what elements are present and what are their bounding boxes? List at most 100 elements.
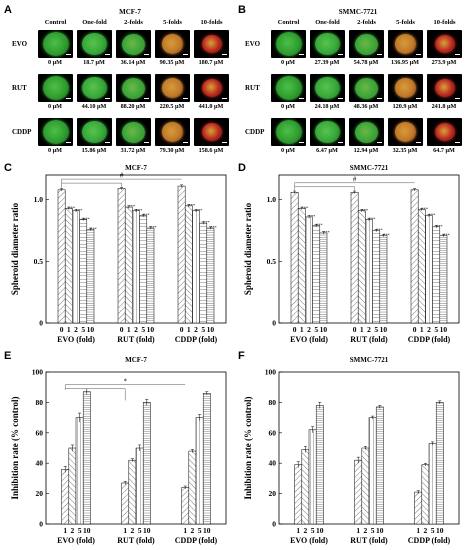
x-tick-label: 1 (420, 325, 424, 334)
scale-bar (66, 98, 71, 99)
concentration-label: 136.95 μM (391, 59, 419, 66)
y-tick-label: 1.0 (34, 195, 44, 204)
bar (414, 491, 423, 525)
group-label: CDDP (fold) (175, 536, 218, 545)
spheroid-blob (355, 77, 378, 99)
x-tick-label: 5 (314, 325, 318, 334)
bar (312, 225, 321, 324)
bar (75, 417, 84, 525)
concentration-label: 180.7 μM (198, 59, 224, 66)
panel-letter-a: A (4, 4, 12, 16)
significance-stars: *** (76, 208, 84, 213)
x-tick-label: 1 (416, 526, 420, 535)
panel-letter-e: E (4, 350, 12, 362)
spheroid-image (77, 74, 112, 102)
scale-bar (455, 98, 460, 99)
group-label: EVO (fold) (57, 536, 95, 545)
spheroid-image (427, 118, 462, 146)
bar (142, 402, 151, 525)
group-label: CDDP (fold) (408, 536, 451, 545)
y-tick-label: 100 (265, 368, 277, 377)
x-tick-label: 10 (320, 325, 328, 334)
x-tick-label: 2 (191, 526, 195, 535)
scale-bar (377, 98, 382, 99)
spheroid-blob (275, 76, 302, 100)
scale-bar (105, 54, 110, 55)
y-tick-label: 0 (272, 319, 276, 328)
column-header: 2-folds (124, 19, 143, 26)
spheroid-image (349, 118, 384, 146)
bar (146, 227, 155, 324)
bar (365, 219, 373, 324)
y-axis-label: Spheroid diameter ratio (243, 202, 253, 295)
x-tick-label: 10 (143, 526, 151, 535)
column-header: Control (44, 19, 67, 26)
concentration-label: 0 μM (281, 147, 295, 154)
column-header: 5-folds (163, 19, 182, 26)
spheroid-blob (42, 76, 69, 100)
row-label: EVO (245, 40, 261, 48)
x-tick-label: 1 (360, 325, 364, 334)
spheroid-blob (82, 120, 107, 144)
column-header: 5-folds (396, 19, 415, 26)
concentration-label: 0 μM (48, 59, 62, 66)
chart-title: MCF-7 (125, 164, 147, 172)
bar (135, 447, 144, 525)
scale-bar (338, 98, 343, 99)
spheroid-blob (161, 78, 184, 98)
bar (435, 402, 444, 525)
significance-stars: *** (210, 225, 218, 230)
concentration-label: 15.86 μM (81, 147, 107, 154)
spheroid-blob (275, 32, 302, 56)
y-tick-label: 0 (39, 319, 43, 328)
x-tick-label: 10 (380, 325, 388, 334)
scale-bar (105, 142, 110, 143)
spheroid-blob (82, 32, 107, 56)
concentration-label: 48.36 μM (353, 103, 379, 110)
row-label: RUT (12, 84, 27, 92)
spheroid-image (77, 30, 112, 58)
y-tick-label: 60 (269, 428, 277, 437)
bar (57, 189, 66, 324)
spheroid-blob (42, 120, 69, 144)
bar (181, 487, 190, 525)
bar (428, 443, 437, 525)
spheroid-blob (161, 122, 184, 142)
scale-bar (222, 54, 227, 55)
group-label: RUT (fold) (350, 335, 388, 344)
significance-stars: *** (376, 228, 384, 233)
column-header: Control (277, 19, 300, 26)
concentration-label: 18.7 μM (83, 59, 105, 66)
scale-bar (66, 54, 71, 55)
scale-bar (377, 54, 382, 55)
bar (350, 192, 359, 324)
scale-bar (299, 142, 304, 143)
bar (128, 459, 137, 525)
significance-stars: *** (316, 223, 324, 228)
x-tick-label: 1 (300, 325, 304, 334)
group-label: RUT (fold) (350, 536, 388, 545)
y-tick-label: 0 (39, 520, 43, 529)
scale-bar (222, 142, 227, 143)
scale-bar (105, 98, 110, 99)
y-tick-label: 20 (36, 489, 44, 498)
x-tick-label: 1 (187, 325, 191, 334)
chart-title: MCF-7 (125, 356, 147, 364)
spheroid-image (38, 30, 73, 58)
significance-stars: *** (143, 213, 151, 218)
spheroid-blob (122, 121, 145, 143)
bar (301, 449, 310, 525)
x-tick-label: 10 (376, 526, 384, 535)
group-label: EVO (fold) (57, 335, 95, 344)
x-tick-label: 10 (203, 526, 211, 535)
spheroid-image (116, 118, 151, 146)
significance-stars: *** (361, 208, 369, 213)
scale-bar (144, 98, 149, 99)
significance-mark: # (353, 175, 357, 183)
spheroid-blob (201, 35, 222, 53)
x-tick-label: 2 (424, 526, 428, 535)
bar (64, 208, 73, 324)
x-tick-label: 10 (436, 526, 444, 535)
concentration-label: 273.9 μM (431, 59, 457, 66)
significance-stars: *** (196, 208, 204, 213)
